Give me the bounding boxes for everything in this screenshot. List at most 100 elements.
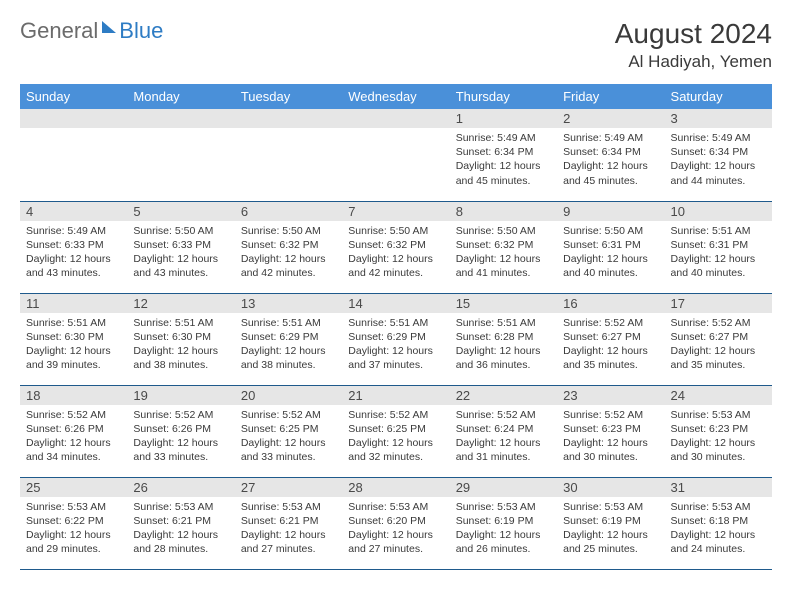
day-number: 30 xyxy=(557,478,664,497)
calendar-cell: 10Sunrise: 5:51 AMSunset: 6:31 PMDayligh… xyxy=(665,201,772,293)
calendar-cell: 21Sunrise: 5:52 AMSunset: 6:25 PMDayligh… xyxy=(342,385,449,477)
day-number: 6 xyxy=(235,202,342,221)
logo-text-blue: Blue xyxy=(119,18,163,44)
day-number: 18 xyxy=(20,386,127,405)
day-number: 13 xyxy=(235,294,342,313)
month-title: August 2024 xyxy=(615,18,772,50)
calendar-cell: 13Sunrise: 5:51 AMSunset: 6:29 PMDayligh… xyxy=(235,293,342,385)
day-details: Sunrise: 5:52 AMSunset: 6:27 PMDaylight:… xyxy=(557,313,664,377)
day-header: Wednesday xyxy=(342,84,449,109)
calendar-cell: 18Sunrise: 5:52 AMSunset: 6:26 PMDayligh… xyxy=(20,385,127,477)
location-label: Al Hadiyah, Yemen xyxy=(615,52,772,72)
day-details: Sunrise: 5:53 AMSunset: 6:19 PMDaylight:… xyxy=(557,497,664,561)
day-details: Sunrise: 5:51 AMSunset: 6:30 PMDaylight:… xyxy=(127,313,234,377)
title-block: August 2024 Al Hadiyah, Yemen xyxy=(615,18,772,72)
day-details: Sunrise: 5:53 AMSunset: 6:21 PMDaylight:… xyxy=(127,497,234,561)
day-number: 2 xyxy=(557,109,664,128)
day-number: 3 xyxy=(665,109,772,128)
day-number: 28 xyxy=(342,478,449,497)
day-header: Thursday xyxy=(450,84,557,109)
day-number: 29 xyxy=(450,478,557,497)
day-number: 24 xyxy=(665,386,772,405)
calendar-cell: 9Sunrise: 5:50 AMSunset: 6:31 PMDaylight… xyxy=(557,201,664,293)
day-number: 22 xyxy=(450,386,557,405)
day-details: Sunrise: 5:50 AMSunset: 6:33 PMDaylight:… xyxy=(127,221,234,285)
day-details: Sunrise: 5:50 AMSunset: 6:32 PMDaylight:… xyxy=(235,221,342,285)
calendar-cell: 23Sunrise: 5:52 AMSunset: 6:23 PMDayligh… xyxy=(557,385,664,477)
calendar-cell: 22Sunrise: 5:52 AMSunset: 6:24 PMDayligh… xyxy=(450,385,557,477)
day-details: Sunrise: 5:49 AMSunset: 6:34 PMDaylight:… xyxy=(450,128,557,192)
day-header-row: Sunday Monday Tuesday Wednesday Thursday… xyxy=(20,84,772,109)
day-number: 25 xyxy=(20,478,127,497)
calendar-cell: 11Sunrise: 5:51 AMSunset: 6:30 PMDayligh… xyxy=(20,293,127,385)
day-details: Sunrise: 5:49 AMSunset: 6:34 PMDaylight:… xyxy=(665,128,772,192)
calendar-cell: 20Sunrise: 5:52 AMSunset: 6:25 PMDayligh… xyxy=(235,385,342,477)
day-details: Sunrise: 5:53 AMSunset: 6:22 PMDaylight:… xyxy=(20,497,127,561)
calendar-cell: 12Sunrise: 5:51 AMSunset: 6:30 PMDayligh… xyxy=(127,293,234,385)
day-number: 15 xyxy=(450,294,557,313)
day-number: 11 xyxy=(20,294,127,313)
day-number: 27 xyxy=(235,478,342,497)
calendar-cell xyxy=(235,109,342,201)
day-number: 10 xyxy=(665,202,772,221)
day-details: Sunrise: 5:52 AMSunset: 6:23 PMDaylight:… xyxy=(557,405,664,469)
calendar-cell: 3Sunrise: 5:49 AMSunset: 6:34 PMDaylight… xyxy=(665,109,772,201)
day-number: 19 xyxy=(127,386,234,405)
calendar-cell: 28Sunrise: 5:53 AMSunset: 6:20 PMDayligh… xyxy=(342,477,449,569)
day-details: Sunrise: 5:51 AMSunset: 6:31 PMDaylight:… xyxy=(665,221,772,285)
calendar-row: 11Sunrise: 5:51 AMSunset: 6:30 PMDayligh… xyxy=(20,293,772,385)
calendar-cell: 7Sunrise: 5:50 AMSunset: 6:32 PMDaylight… xyxy=(342,201,449,293)
calendar-cell: 30Sunrise: 5:53 AMSunset: 6:19 PMDayligh… xyxy=(557,477,664,569)
day-details: Sunrise: 5:52 AMSunset: 6:25 PMDaylight:… xyxy=(342,405,449,469)
day-number: 31 xyxy=(665,478,772,497)
day-details: Sunrise: 5:53 AMSunset: 6:18 PMDaylight:… xyxy=(665,497,772,561)
empty-daynum xyxy=(20,109,127,128)
day-details: Sunrise: 5:51 AMSunset: 6:28 PMDaylight:… xyxy=(450,313,557,377)
day-number: 1 xyxy=(450,109,557,128)
calendar-cell: 19Sunrise: 5:52 AMSunset: 6:26 PMDayligh… xyxy=(127,385,234,477)
logo: General Blue xyxy=(20,18,163,44)
day-details: Sunrise: 5:50 AMSunset: 6:32 PMDaylight:… xyxy=(342,221,449,285)
day-details: Sunrise: 5:52 AMSunset: 6:26 PMDaylight:… xyxy=(20,405,127,469)
calendar-body: 1Sunrise: 5:49 AMSunset: 6:34 PMDaylight… xyxy=(20,109,772,569)
day-details: Sunrise: 5:53 AMSunset: 6:19 PMDaylight:… xyxy=(450,497,557,561)
empty-daynum xyxy=(127,109,234,128)
calendar-cell: 4Sunrise: 5:49 AMSunset: 6:33 PMDaylight… xyxy=(20,201,127,293)
day-number: 23 xyxy=(557,386,664,405)
day-details: Sunrise: 5:51 AMSunset: 6:29 PMDaylight:… xyxy=(235,313,342,377)
calendar-row: 4Sunrise: 5:49 AMSunset: 6:33 PMDaylight… xyxy=(20,201,772,293)
calendar-cell xyxy=(342,109,449,201)
day-header: Sunday xyxy=(20,84,127,109)
logo-text-general: General xyxy=(20,18,98,44)
day-number: 16 xyxy=(557,294,664,313)
day-number: 26 xyxy=(127,478,234,497)
day-details: Sunrise: 5:53 AMSunset: 6:20 PMDaylight:… xyxy=(342,497,449,561)
day-details: Sunrise: 5:49 AMSunset: 6:33 PMDaylight:… xyxy=(20,221,127,285)
empty-daynum xyxy=(235,109,342,128)
calendar-cell: 24Sunrise: 5:53 AMSunset: 6:23 PMDayligh… xyxy=(665,385,772,477)
day-details: Sunrise: 5:51 AMSunset: 6:30 PMDaylight:… xyxy=(20,313,127,377)
calendar-cell: 14Sunrise: 5:51 AMSunset: 6:29 PMDayligh… xyxy=(342,293,449,385)
calendar-cell: 29Sunrise: 5:53 AMSunset: 6:19 PMDayligh… xyxy=(450,477,557,569)
calendar-cell: 17Sunrise: 5:52 AMSunset: 6:27 PMDayligh… xyxy=(665,293,772,385)
day-details: Sunrise: 5:53 AMSunset: 6:21 PMDaylight:… xyxy=(235,497,342,561)
calendar-cell: 2Sunrise: 5:49 AMSunset: 6:34 PMDaylight… xyxy=(557,109,664,201)
day-header: Tuesday xyxy=(235,84,342,109)
calendar-cell: 5Sunrise: 5:50 AMSunset: 6:33 PMDaylight… xyxy=(127,201,234,293)
day-details: Sunrise: 5:53 AMSunset: 6:23 PMDaylight:… xyxy=(665,405,772,469)
calendar-cell: 8Sunrise: 5:50 AMSunset: 6:32 PMDaylight… xyxy=(450,201,557,293)
day-number: 17 xyxy=(665,294,772,313)
day-number: 20 xyxy=(235,386,342,405)
day-number: 8 xyxy=(450,202,557,221)
calendar-cell: 27Sunrise: 5:53 AMSunset: 6:21 PMDayligh… xyxy=(235,477,342,569)
calendar-cell: 1Sunrise: 5:49 AMSunset: 6:34 PMDaylight… xyxy=(450,109,557,201)
day-number: 9 xyxy=(557,202,664,221)
calendar-cell: 16Sunrise: 5:52 AMSunset: 6:27 PMDayligh… xyxy=(557,293,664,385)
calendar-cell: 6Sunrise: 5:50 AMSunset: 6:32 PMDaylight… xyxy=(235,201,342,293)
day-details: Sunrise: 5:51 AMSunset: 6:29 PMDaylight:… xyxy=(342,313,449,377)
calendar-row: 18Sunrise: 5:52 AMSunset: 6:26 PMDayligh… xyxy=(20,385,772,477)
empty-daynum xyxy=(342,109,449,128)
triangle-icon xyxy=(102,21,116,33)
calendar-cell: 25Sunrise: 5:53 AMSunset: 6:22 PMDayligh… xyxy=(20,477,127,569)
day-details: Sunrise: 5:50 AMSunset: 6:32 PMDaylight:… xyxy=(450,221,557,285)
